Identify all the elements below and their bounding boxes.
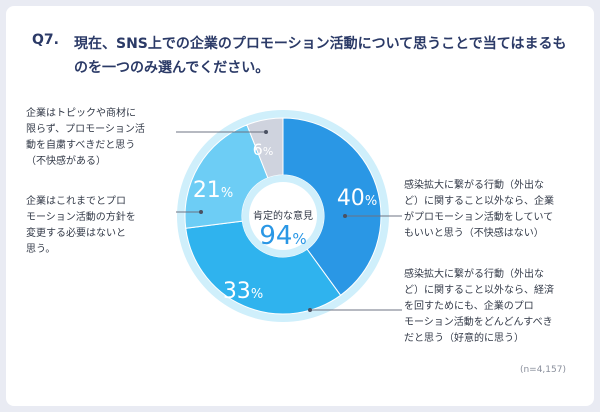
label-line: 感染拡大に繋がる行動（外出な	[404, 180, 544, 191]
leader-dot-1	[343, 214, 347, 218]
label-line: 変更する必要はないと	[26, 228, 126, 239]
slice-value: 33	[222, 279, 251, 304]
leader-lines	[176, 130, 402, 312]
label-acceptable: 感染拡大に繋がる行動（外出な ど）に関すること以外なら、企業 がプロモーション活…	[404, 178, 554, 242]
label-line: ど）に関すること以外なら、経済	[404, 285, 554, 296]
leader-dot-4	[264, 130, 268, 134]
center-value-number: 94	[259, 221, 293, 251]
center-label: 肯定的な意見	[253, 211, 313, 222]
slice-label-33: 33%	[213, 279, 273, 304]
slice-label-6: 6%	[233, 140, 293, 159]
sample-size-note: (n=4,157)	[519, 365, 566, 375]
label-no-change: 企業はこれまでとプロ モーション活動の方針を 変更する必要はないと 思う。	[26, 194, 136, 258]
label-line: 動を自粛すべきだと思う	[26, 140, 136, 151]
leader-dot-2	[308, 308, 312, 312]
label-line: 感染拡大に繋がる行動（外出な	[404, 269, 544, 280]
center-hole	[249, 182, 317, 250]
label-line: もいいと思う（不快感はない）	[404, 228, 544, 239]
label-line: がプロモーション活動をしていて	[404, 212, 554, 223]
center-value: 94%	[243, 221, 323, 251]
label-line: 企業はこれまでとプロ	[26, 196, 126, 207]
label-line: （不快感がある）	[26, 156, 106, 167]
donut-slices	[184, 117, 382, 315]
slice-value: 21	[192, 178, 221, 203]
slice-label-21: 21%	[183, 178, 243, 203]
slice-unit: %	[364, 194, 378, 209]
label-positive: 感染拡大に繋がる行動（外出な ど）に関すること以外なら、経済 を回すためにも、企…	[404, 267, 554, 347]
slice-value: 40	[336, 186, 365, 211]
slice-unit: %	[250, 287, 264, 302]
label-negative: 企業はトピックや商材に 限らず、プロモーション活 動を自粛すべきだと思う （不快…	[26, 106, 145, 170]
question-text: 現在、SNS上での企業のプロモーション活動について思うことで当てはまるものを一つ…	[74, 36, 567, 76]
label-line: だと思う（好意的に思う）	[404, 333, 524, 344]
label-line: を回すためにも、企業のプロ	[404, 301, 534, 312]
label-line: 限らず、プロモーション活	[26, 124, 145, 135]
question-number: Q7.	[32, 32, 59, 48]
label-line: 思う。	[26, 244, 56, 255]
center-value-unit: %	[292, 230, 307, 248]
slice-unit: %	[220, 186, 234, 201]
leader-dot-3	[199, 210, 203, 214]
label-line: モーション活動をどんどんすべき	[404, 317, 553, 328]
slice-value: 6	[252, 140, 263, 159]
slice-label-40: 40%	[327, 186, 387, 211]
label-line: モーション活動の方針を	[26, 212, 136, 223]
slice-unit: %	[262, 145, 274, 158]
label-line: ど）に関すること以外なら、企業	[404, 196, 554, 207]
label-line: 企業はトピックや商材に	[26, 108, 136, 119]
